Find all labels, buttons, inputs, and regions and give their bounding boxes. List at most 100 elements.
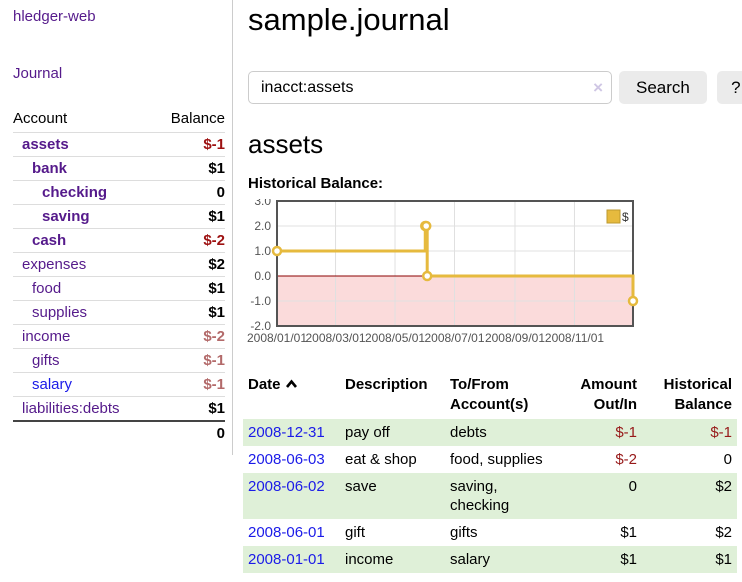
svg-text:2008/05/01: 2008/05/01	[365, 331, 425, 345]
transaction-tofrom: salary	[450, 551, 491, 568]
transaction-balance: $2	[715, 478, 732, 495]
transaction-tofrom: debts	[450, 424, 487, 441]
account-row-cash: cash $-2	[13, 228, 225, 253]
account-balance: $1	[153, 396, 225, 421]
account-row-checking: checking 0	[13, 180, 225, 205]
register-header-description: Description	[345, 376, 428, 393]
account-link-food[interactable]: food	[32, 280, 62, 297]
register-header-balance: Historical Balance	[663, 376, 732, 413]
transaction-description: pay off	[345, 424, 390, 441]
transaction-date-link[interactable]: 2008-12-31	[248, 424, 325, 441]
account-link-income[interactable]: income	[22, 328, 71, 345]
svg-text:2008/07/01: 2008/07/01	[424, 331, 484, 345]
transaction-tofrom: saving, checking	[450, 478, 510, 514]
transaction-amount: $-1	[615, 424, 637, 441]
account-balance: $-1	[153, 348, 225, 373]
sort-ascending-icon	[285, 375, 298, 395]
accounts-total-row: 0	[13, 420, 225, 445]
register-row[interactable]: 2008-06-03 eat & shop food, supplies $-2…	[243, 446, 737, 473]
account-link-salary[interactable]: salary	[32, 376, 73, 393]
transaction-date-link[interactable]: 2008-06-02	[248, 478, 325, 495]
account-row-saving: saving $1	[13, 204, 225, 229]
account-row-income: income $-2	[13, 324, 225, 349]
account-balance: $-2	[153, 228, 225, 253]
chart-heading: Historical Balance:	[248, 175, 384, 192]
svg-text:3.0: 3.0	[254, 199, 271, 208]
clear-search-icon[interactable]: ×	[593, 78, 603, 97]
svg-text:0.0: 0.0	[254, 269, 271, 283]
accounts-header-account: Account	[13, 110, 68, 127]
account-row-gifts: gifts $-1	[13, 348, 225, 373]
svg-text:1.0: 1.0	[254, 244, 271, 258]
register-row[interactable]: 2008-01-01 income salary $1 $1	[243, 546, 737, 573]
transaction-balance: $1	[715, 551, 732, 568]
search-bar: × Search ?	[243, 71, 742, 104]
journal-link[interactable]: Journal	[13, 65, 63, 82]
sidebar-nav: Journal	[13, 65, 228, 82]
historical-balance-chart: $3.0 2.0 1.0 0.0 -1.0 -2.0 2008/01/01 2008/03/0…	[243, 194, 742, 358]
account-row-bank: bank $1	[13, 156, 225, 181]
register-row[interactable]: 2008-06-01 gift gifts $1 $2	[243, 519, 737, 546]
transaction-balance: $-1	[710, 424, 732, 441]
help-button[interactable]: ?	[716, 71, 742, 104]
main-content: sample.journal × Search ? assets Histori…	[233, 0, 742, 573]
accounts-total-balance: 0	[153, 420, 225, 445]
transaction-balance: $2	[715, 524, 732, 541]
register-row[interactable]: 2008-06-02 save saving, checking 0 $2	[243, 473, 737, 519]
account-balance: $2	[153, 252, 225, 277]
svg-text:2008/01/01: 2008/01/01	[247, 331, 307, 345]
account-link-cash[interactable]: cash	[32, 232, 67, 249]
search-input[interactable]	[248, 71, 612, 104]
search-box: ×	[248, 71, 612, 104]
svg-text:-2.0: -2.0	[250, 319, 271, 333]
register-header-date[interactable]: Date	[243, 371, 340, 419]
page-title: sample.journal	[248, 2, 450, 37]
account-balance: $1	[153, 204, 225, 229]
transaction-amount: $-2	[615, 451, 637, 468]
balance-chart-svg: $3.0 2.0 1.0 0.0 -1.0 -2.02008/01/012008/03/0…	[247, 194, 639, 345]
account-link-bank[interactable]: bank	[32, 160, 68, 177]
brand-link[interactable]: hledger-web	[13, 8, 96, 25]
account-balance: $-2	[153, 324, 225, 349]
account-link-checking[interactable]: checking	[42, 184, 108, 201]
svg-text:2008/09/01: 2008/09/01	[485, 331, 545, 345]
register-header-tofrom: To/From Account(s)	[450, 376, 529, 413]
transaction-tofrom: food, supplies	[450, 451, 543, 468]
transaction-date-link[interactable]: 2008-06-01	[248, 524, 325, 541]
account-link-assets[interactable]: assets	[22, 136, 69, 153]
accounts-table: Account Balance assets $-1 bank $1 check…	[13, 106, 225, 445]
register-table: Date Description To/From Account(s) Amou…	[243, 371, 737, 573]
accounts-header-balance: Balance	[170, 110, 225, 127]
accounts-header-row: Account Balance	[13, 106, 225, 133]
account-row-salary: salary $-1	[13, 372, 225, 397]
svg-text:2.0: 2.0	[254, 219, 271, 233]
transaction-balance: 0	[723, 451, 732, 468]
account-balance: $1	[153, 276, 225, 301]
transaction-amount: 0	[628, 478, 637, 495]
transaction-date-link[interactable]: 2008-01-01	[248, 551, 325, 568]
search-button[interactable]: Search	[619, 71, 707, 104]
register-header-amount: Amount Out/In	[580, 376, 637, 413]
sidebar: hledger-web Journal Account Balance asse…	[0, 0, 233, 455]
account-row-liabilities-debts: liabilities:debts $1	[13, 396, 225, 421]
account-heading: assets	[248, 129, 324, 159]
account-link-gifts[interactable]: gifts	[32, 352, 60, 369]
transaction-date-link[interactable]: 2008-06-03	[248, 451, 325, 468]
account-link-supplies[interactable]: supplies	[32, 304, 88, 321]
app-brand: hledger-web	[13, 8, 228, 25]
svg-text:2008/03/01: 2008/03/01	[305, 331, 365, 345]
transaction-description: save	[345, 478, 377, 495]
account-balance: $1	[153, 156, 225, 181]
account-link-expenses[interactable]: expenses	[22, 256, 87, 273]
transaction-description: gift	[345, 524, 366, 541]
account-balance: $1	[153, 300, 225, 325]
account-row-expenses: expenses $2	[13, 252, 225, 277]
transaction-amount: $1	[620, 524, 637, 541]
svg-text:$: $	[622, 210, 629, 224]
account-link-liabilities-debts[interactable]: liabilities:debts	[22, 400, 120, 417]
svg-text:2008/11/01: 2008/11/01	[545, 331, 604, 345]
account-balance: $-1	[153, 372, 225, 397]
transaction-amount: $1	[620, 551, 637, 568]
register-row[interactable]: 2008-12-31 pay off debts $-1 $-1	[243, 419, 737, 446]
account-link-saving[interactable]: saving	[42, 208, 90, 225]
